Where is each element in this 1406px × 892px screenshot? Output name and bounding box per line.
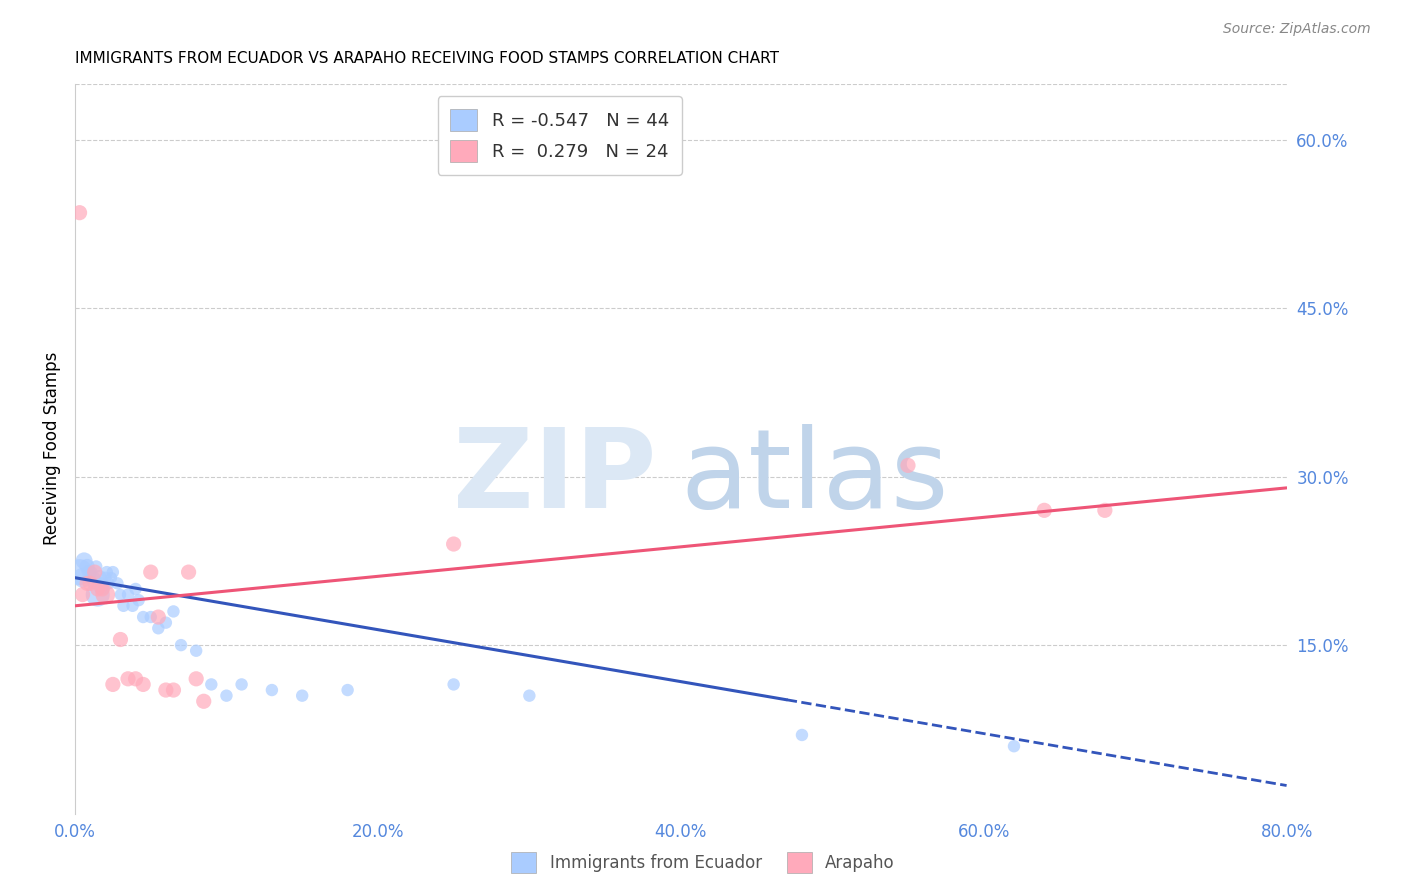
Point xyxy=(148,610,170,624)
Point xyxy=(93,582,115,596)
Point xyxy=(193,694,215,708)
Point xyxy=(1002,739,1025,754)
Point xyxy=(124,672,146,686)
Point xyxy=(186,672,208,686)
Point xyxy=(517,689,540,703)
Point xyxy=(215,689,238,703)
Point xyxy=(69,205,91,219)
Point xyxy=(162,604,184,618)
Point xyxy=(76,576,98,591)
Point xyxy=(291,689,314,703)
Point xyxy=(101,677,124,691)
Point xyxy=(132,677,155,691)
Text: ZIP: ZIP xyxy=(453,425,657,532)
Point xyxy=(117,588,139,602)
Point xyxy=(76,559,98,574)
Point xyxy=(155,615,177,630)
Point xyxy=(1033,503,1056,517)
Point xyxy=(139,565,162,579)
Point xyxy=(148,621,170,635)
Point xyxy=(117,672,139,686)
Point xyxy=(112,599,135,613)
Point xyxy=(1094,503,1116,517)
Legend: Immigrants from Ecuador, Arapaho: Immigrants from Ecuador, Arapaho xyxy=(505,846,901,880)
Point xyxy=(83,565,105,579)
Point xyxy=(177,565,200,579)
Text: Source: ZipAtlas.com: Source: ZipAtlas.com xyxy=(1223,22,1371,37)
Point xyxy=(79,576,101,591)
Point xyxy=(186,644,208,658)
Point xyxy=(87,588,110,602)
Point xyxy=(91,582,114,596)
Point xyxy=(124,582,146,596)
Point xyxy=(73,554,96,568)
Text: IMMIGRANTS FROM ECUADOR VS ARAPAHO RECEIVING FOOD STAMPS CORRELATION CHART: IMMIGRANTS FROM ECUADOR VS ARAPAHO RECEI… xyxy=(75,51,779,66)
Point xyxy=(77,565,100,579)
Point xyxy=(91,576,114,591)
Point xyxy=(90,582,112,596)
Point xyxy=(231,677,253,691)
Point xyxy=(83,571,105,585)
Point xyxy=(100,571,122,585)
Point xyxy=(336,683,359,698)
Point xyxy=(110,632,132,647)
Point xyxy=(82,576,104,591)
Point xyxy=(87,582,110,596)
Point xyxy=(121,599,143,613)
Point xyxy=(443,537,465,551)
Legend: R = -0.547   N = 44, R =  0.279   N = 24: R = -0.547 N = 44, R = 0.279 N = 24 xyxy=(437,96,682,175)
Point xyxy=(97,576,120,591)
Point xyxy=(897,458,920,473)
Point xyxy=(96,565,118,579)
Point xyxy=(72,571,94,585)
Point xyxy=(170,638,193,652)
Point xyxy=(110,588,132,602)
Point xyxy=(443,677,465,691)
Point xyxy=(94,571,117,585)
Point xyxy=(89,571,111,585)
Point xyxy=(107,576,129,591)
Point xyxy=(162,683,184,698)
Text: atlas: atlas xyxy=(681,425,949,532)
Point xyxy=(790,728,813,742)
Point xyxy=(72,588,94,602)
Point xyxy=(139,610,162,624)
Point xyxy=(128,593,150,607)
Point xyxy=(200,677,222,691)
Point xyxy=(260,683,283,698)
Point xyxy=(132,610,155,624)
Point xyxy=(84,559,107,574)
Point xyxy=(69,565,91,579)
Point xyxy=(94,588,117,602)
Point xyxy=(155,683,177,698)
Point xyxy=(101,565,124,579)
Point xyxy=(79,571,101,585)
Y-axis label: Receiving Food Stamps: Receiving Food Stamps xyxy=(44,351,60,545)
Point xyxy=(80,565,103,579)
